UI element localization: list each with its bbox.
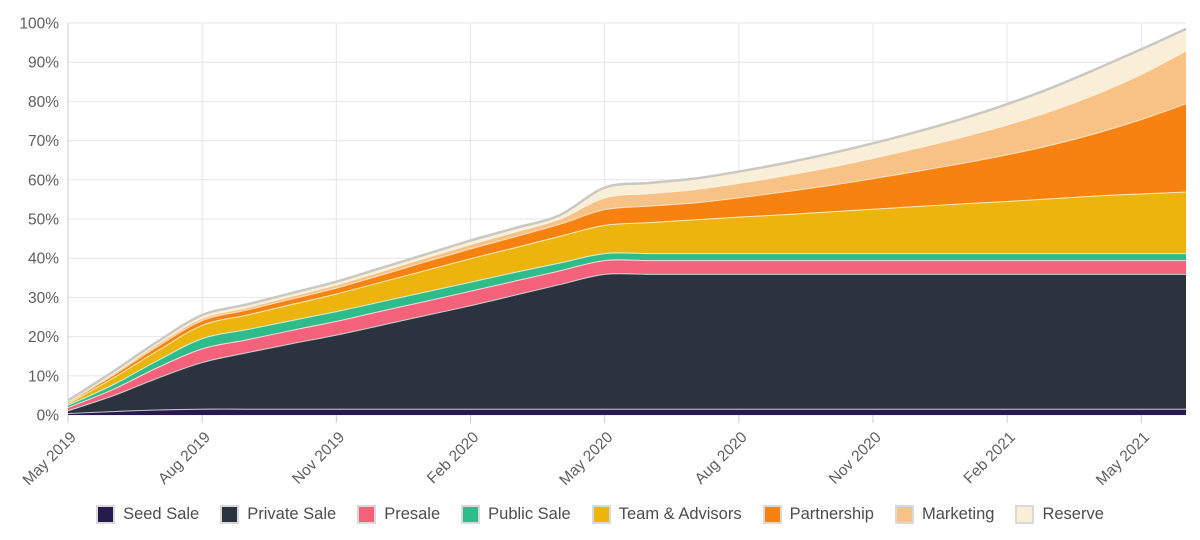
y-axis-label: 30% bbox=[28, 290, 59, 307]
x-axis-label: Aug 2019 bbox=[155, 429, 214, 488]
legend-label: Private Sale bbox=[247, 505, 337, 523]
legend-label: Marketing bbox=[922, 505, 995, 523]
y-axis-label: 10% bbox=[28, 368, 59, 385]
legend-label: Seed Sale bbox=[123, 505, 200, 523]
y-axis-label: 70% bbox=[28, 133, 59, 150]
area-private-sale[interactable] bbox=[68, 273, 1186, 414]
legend-label: Partnership bbox=[789, 505, 874, 523]
y-axis-label: 20% bbox=[28, 329, 59, 346]
legend-label: Presale bbox=[384, 505, 441, 523]
legend-swatch-icon bbox=[461, 505, 481, 524]
y-axis-label: 40% bbox=[28, 251, 59, 268]
legend-item-public-sale[interactable]: Public Sale bbox=[461, 505, 571, 524]
y-axis-label: 90% bbox=[28, 55, 59, 72]
x-axis-label: May 2020 bbox=[556, 429, 616, 489]
legend-swatch-icon bbox=[591, 505, 611, 524]
legend-label: Public Sale bbox=[488, 505, 571, 523]
y-axis-label: 0% bbox=[37, 408, 60, 425]
y-axis-label: 60% bbox=[28, 172, 59, 189]
x-axis-label: May 2021 bbox=[1093, 429, 1153, 489]
legend-swatch-icon bbox=[220, 505, 240, 524]
legend-swatch-icon bbox=[1015, 505, 1035, 524]
legend-item-reserve[interactable]: Reserve bbox=[1015, 505, 1104, 524]
legend-item-partnership[interactable]: Partnership bbox=[762, 505, 874, 524]
area-public-sale[interactable] bbox=[68, 252, 1186, 408]
y-axis-label: 100% bbox=[19, 16, 59, 33]
y-axis-label: 50% bbox=[28, 212, 59, 229]
x-axis-label: Feb 2020 bbox=[424, 429, 483, 488]
y-axis-label: 80% bbox=[28, 94, 59, 111]
legend-swatch-icon bbox=[357, 505, 377, 524]
x-axis-label: Feb 2021 bbox=[961, 429, 1019, 487]
area-presale[interactable] bbox=[68, 259, 1186, 411]
chart-legend: Seed Sale Private Sale Presale Public Sale T… bbox=[0, 505, 1200, 524]
legend-swatch-icon bbox=[895, 505, 914, 524]
area-team-advisors[interactable] bbox=[68, 191, 1186, 405]
legend-label: Team & Advisors bbox=[618, 505, 742, 523]
stacked-area-chart-canvas: 0% 10% 20% 30% 40% 50% 60% 70% 80% 90% 100% May 201… bbox=[19, 16, 1187, 489]
x-axis-label: Nov 2020 bbox=[826, 429, 885, 488]
area-seed-sale[interactable] bbox=[68, 408, 1186, 415]
x-axis-label: May 2019 bbox=[20, 429, 80, 489]
legend-item-seed-sale[interactable]: Seed Sale bbox=[96, 505, 199, 524]
legend-swatch-icon bbox=[762, 505, 782, 524]
area-partnership[interactable] bbox=[68, 103, 1186, 404]
legend-item-marketing[interactable]: Marketing bbox=[895, 505, 994, 524]
area-top-line-reserve bbox=[67, 27, 1187, 402]
x-axis-label: Aug 2020 bbox=[692, 429, 751, 488]
legend-item-private-sale[interactable]: Private Sale bbox=[220, 505, 336, 524]
legend-swatch-icon bbox=[96, 505, 116, 524]
legend-item-team-advisors[interactable]: Team & Advisors bbox=[591, 505, 742, 524]
legend-label: Reserve bbox=[1042, 505, 1104, 523]
x-axis-label: Nov 2019 bbox=[289, 429, 348, 488]
legend-item-presale[interactable]: Presale bbox=[357, 505, 440, 524]
